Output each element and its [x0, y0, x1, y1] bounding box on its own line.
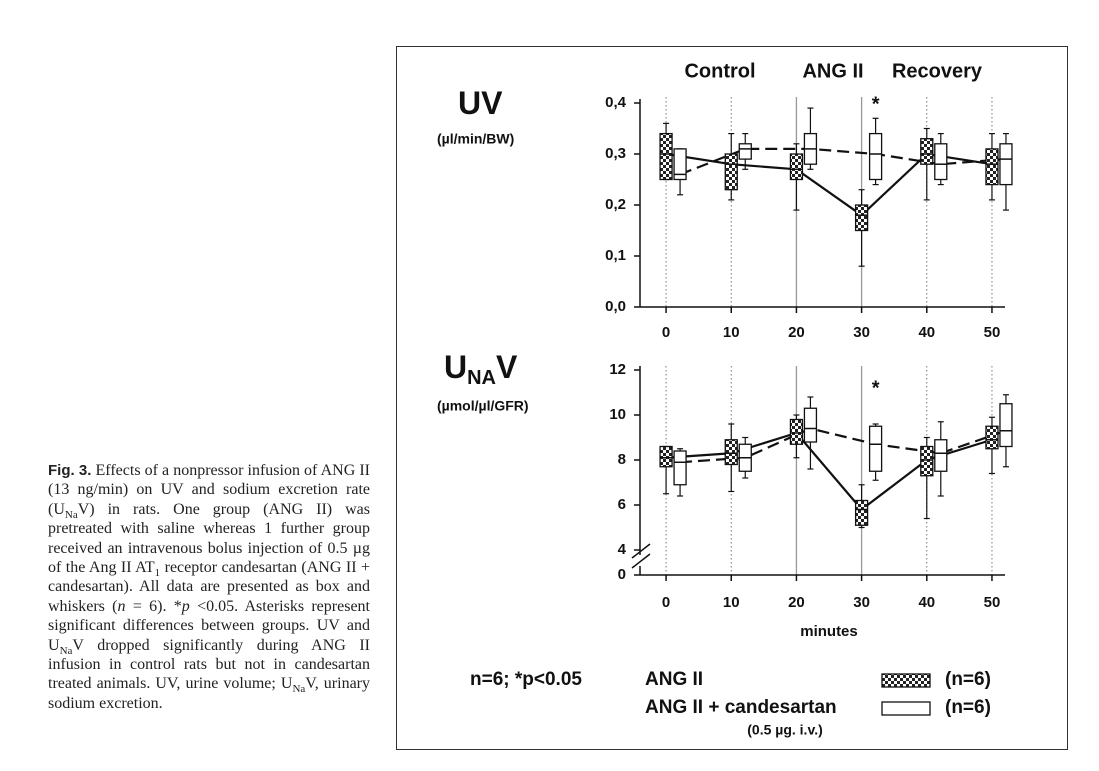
box: [854, 499, 869, 526]
legend-label: ANG II + candesartan: [645, 697, 837, 718]
caption-text: receptor candesartan (ANG II + candesart…: [48, 559, 370, 615]
box: [985, 148, 999, 186]
caption-label: Fig. 3.: [48, 462, 92, 479]
x-tick-label: 30: [853, 594, 870, 611]
y-tick-label: 12: [609, 361, 626, 378]
x-tick-label: 0: [662, 324, 670, 341]
box: [673, 450, 687, 486]
y-tick-label: 0,0: [605, 298, 626, 315]
x-tick-label: 20: [788, 324, 805, 341]
stats-note: n=6; *p<0.05: [470, 669, 582, 690]
chart-title: UNAV: [444, 349, 518, 389]
box: [854, 204, 869, 232]
x-tick-label: 10: [723, 324, 740, 341]
axis-break: [631, 543, 651, 559]
y-tick-label: 6: [618, 496, 626, 513]
figure-frame: [396, 46, 1068, 750]
box: [934, 143, 948, 181]
box: [738, 143, 752, 160]
caption-text: Na: [64, 509, 78, 521]
caption-text: Effects of a nonpressor infusion of ANG …: [48, 462, 370, 518]
caption-text: = 6). *: [125, 597, 182, 615]
y-tick-label: 0,4: [605, 94, 627, 111]
box: [920, 445, 934, 477]
box: [985, 425, 999, 450]
phase-label: ANG II: [802, 60, 863, 82]
x-tick-label: 50: [984, 324, 1001, 341]
caption-text: Na: [59, 644, 73, 657]
box: [659, 132, 673, 181]
x-tick-label: 50: [984, 594, 1001, 611]
caption-text: V, urinary sodium excretion.: [48, 675, 371, 712]
y-tick-label: 4: [618, 541, 627, 558]
axis-break: [631, 553, 651, 569]
legend-note: (0.5 µg. i.v.): [747, 722, 823, 738]
box: [920, 138, 934, 165]
legend-swatch: [881, 701, 931, 716]
title-part: UV: [458, 85, 503, 121]
box: [999, 403, 1013, 448]
title-part: V: [496, 349, 518, 385]
x-tick-label: 20: [788, 594, 805, 611]
chart-title: UV: [458, 85, 503, 121]
x-tick-label: 40: [918, 594, 935, 611]
box: [999, 143, 1013, 186]
legend-n: (n=6): [945, 669, 991, 690]
caption-text: V) in rats. One group (ANG II) was pretr…: [48, 500, 370, 577]
caption-text: 1: [154, 567, 161, 580]
x-tick-label: 40: [918, 324, 935, 341]
box: [934, 439, 948, 472]
x-tick-label: 10: [723, 594, 740, 611]
box: [868, 425, 883, 472]
significance-mark: *: [872, 377, 880, 399]
box: [803, 407, 818, 443]
box: [789, 153, 804, 181]
box: [724, 439, 738, 466]
phase-label: Control: [684, 60, 755, 82]
caption-text: n: [117, 597, 126, 615]
legend-label: ANG II: [645, 669, 703, 690]
significance-mark: *: [872, 93, 880, 115]
caption-text: V dropped significantly during ANG II in…: [48, 636, 370, 693]
box: [868, 132, 883, 181]
box: [673, 148, 687, 181]
y-tick-label: 0,3: [605, 145, 626, 162]
caption-text: Na: [292, 683, 306, 696]
x-tick-label: 30: [853, 324, 870, 341]
x-axis-label: minutes: [800, 623, 858, 640]
caption: Fig. 3. Effects of a nonpressor infusion…: [48, 461, 370, 713]
caption-text: <0.05. Asterisks represent significant d…: [48, 597, 370, 654]
chart-units: (µl/min/BW): [437, 131, 514, 147]
y-tick-label: 10: [609, 406, 626, 423]
phase-label: Recovery: [892, 60, 983, 82]
y-tick-label: 8: [618, 451, 626, 468]
box: [724, 153, 738, 191]
title-part: NA: [467, 367, 496, 389]
y-tick-label: 0,2: [605, 196, 626, 213]
caption-text: p: [181, 597, 190, 615]
y-tick-label: 0,1: [605, 247, 626, 264]
x-tick-label: 0: [662, 594, 670, 611]
y-tick-label: 0: [618, 566, 626, 583]
legend-n: (n=6): [945, 697, 991, 718]
box: [789, 418, 804, 445]
legend-swatch: [881, 673, 931, 688]
median-line: [679, 147, 1007, 176]
box: [659, 445, 673, 468]
title-part: U: [444, 349, 467, 385]
chart-units: (µmol/µl/GFR): [437, 398, 529, 414]
